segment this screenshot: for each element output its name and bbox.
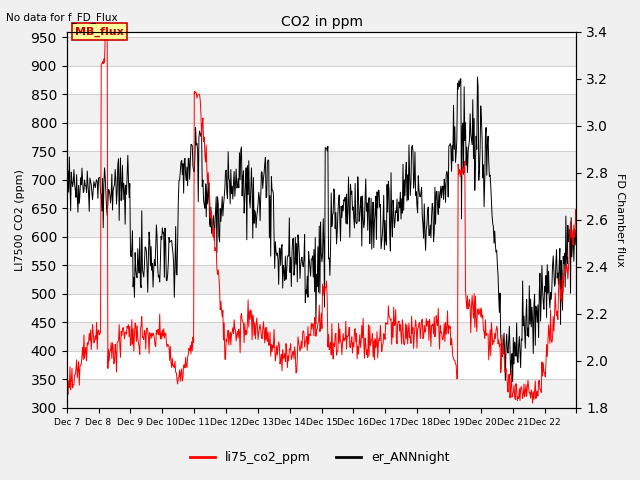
Bar	[67, 323, 577, 351]
Bar	[67, 151, 577, 180]
Text: MB_flux: MB_flux	[75, 26, 124, 36]
Legend: li75_co2_ppm, er_ANNnight: li75_co2_ppm, er_ANNnight	[186, 446, 454, 469]
Title: CO2 in ppm: CO2 in ppm	[280, 15, 363, 29]
Bar	[67, 94, 577, 123]
Bar	[67, 37, 577, 66]
Bar	[67, 265, 577, 294]
Text: No data for f_FD_Flux: No data for f_FD_Flux	[6, 12, 118, 23]
Bar	[67, 379, 577, 408]
Y-axis label: LI7500 CO2 (ppm): LI7500 CO2 (ppm)	[15, 169, 25, 271]
Bar	[67, 208, 577, 237]
Y-axis label: FD Chamber flux: FD Chamber flux	[615, 173, 625, 267]
